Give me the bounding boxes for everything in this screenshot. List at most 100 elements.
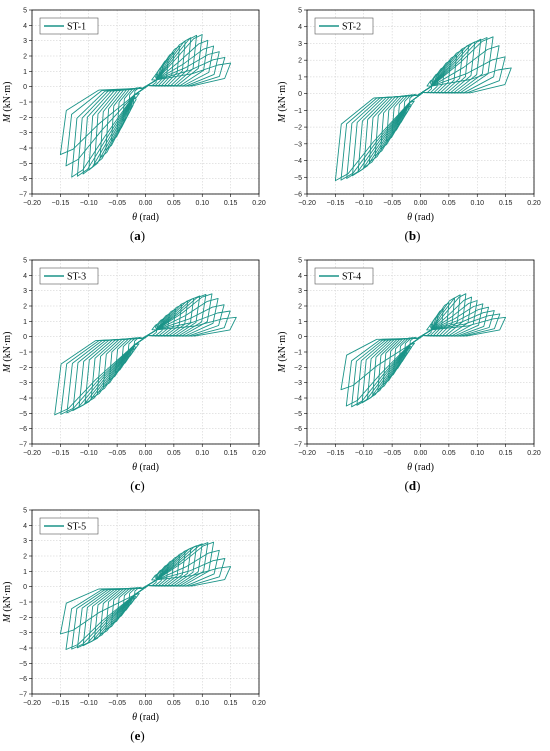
legend: ST-4 — [314, 267, 374, 285]
y-axis-title: M (kN·m) — [277, 332, 288, 374]
y-axis-title: M (kN·m) — [2, 82, 13, 124]
y-tick-label: 3 — [23, 38, 27, 45]
x-tick-label: 0.05 — [167, 450, 181, 457]
y-tick-label: −7 — [294, 442, 302, 449]
legend-box — [314, 267, 374, 285]
x-axis-title: θ (rad) — [132, 462, 159, 473]
x-tick-label: −0.10 — [355, 200, 373, 207]
x-tick-label: 0.10 — [195, 450, 209, 457]
panel-letter: d — [408, 478, 417, 493]
grid — [31, 9, 260, 195]
grid — [31, 259, 260, 445]
y-tick-label: 0 — [298, 91, 302, 98]
legend-label: ST-2 — [342, 22, 361, 33]
x-tick-label: 0.20 — [252, 200, 266, 207]
x-tick-label: 0.10 — [470, 200, 484, 207]
y-tick-label: 4 — [298, 273, 302, 280]
series-ST-2 — [334, 36, 512, 182]
y-tick-label: 0 — [23, 334, 27, 341]
panel-letter: a — [134, 228, 141, 243]
x-axis-title: θ (rad) — [132, 212, 159, 223]
y-tick-label: −4 — [19, 646, 27, 653]
chart-panel-d: −0.20 −0.15 −0.10 −0.05 0.00 0.05 0.10 0.15 0.20… — [275, 250, 550, 500]
y-tick-label: −7 — [19, 192, 27, 199]
y-tick-label: −2 — [19, 115, 27, 122]
legend: ST-3 — [39, 267, 99, 285]
y-tick-label: 0 — [23, 84, 27, 91]
x-tick-label: 0.05 — [167, 200, 181, 207]
x-tick-label: −0.10 — [80, 450, 98, 457]
x-tick-label: −0.10 — [80, 200, 98, 207]
x-tick-label: −0.20 — [23, 200, 41, 207]
chart-panel-b: −0.20 −0.15 −0.10 −0.05 0.00 0.05 0.10 0.15 0.20… — [275, 0, 550, 250]
y-tick-label: 3 — [298, 41, 302, 48]
y-tick-label: 4 — [298, 24, 302, 31]
y-tick-label: −2 — [294, 125, 302, 132]
x-tick-label: 0.00 — [414, 200, 428, 207]
x-tick-label: −0.10 — [355, 450, 373, 457]
x-tick-label: 0.10 — [195, 700, 209, 707]
y-tick-label: 4 — [23, 273, 27, 280]
y-tick-label: −3 — [19, 130, 27, 137]
x-tick-label: 0.00 — [139, 200, 153, 207]
hysteresis-loop — [59, 62, 232, 156]
x-tick-label: 0.00 — [414, 450, 428, 457]
y-axis-title: M (kN·m) — [2, 582, 13, 624]
y-tick-label: 1 — [298, 74, 302, 81]
y-tick-label: 3 — [298, 288, 302, 295]
hysteresis-loop — [340, 316, 507, 391]
hysteresis-loop — [111, 45, 181, 142]
x-tick-label: −0.20 — [298, 200, 316, 207]
y-tick-label: −1 — [294, 350, 302, 357]
y-tick-label: 2 — [23, 304, 27, 311]
y-tick-label: −2 — [294, 365, 302, 372]
y-tick-label: 4 — [23, 523, 27, 530]
y-tick-label: −5 — [19, 161, 27, 168]
chart-svg: −0.20 −0.15 −0.10 −0.05 0.00 0.05 0.10 0.15 0.20… — [2, 8, 266, 224]
legend-box — [314, 17, 374, 35]
y-tick-label: −3 — [19, 380, 27, 387]
y-tick-label: 2 — [23, 54, 27, 61]
y-tick-label: −6 — [19, 676, 27, 683]
series-ST-5 — [59, 541, 232, 650]
x-tick-label: −0.05 — [383, 200, 401, 207]
series-ST-3 — [54, 293, 237, 416]
y-tick-label: −4 — [294, 396, 302, 403]
y-tick-label: −5 — [294, 175, 302, 182]
legend-label: ST-4 — [342, 272, 361, 283]
x-tick-label: 0.20 — [252, 450, 266, 457]
legend: ST-5 — [39, 517, 99, 535]
series-ST-1 — [59, 34, 232, 178]
x-tick-label: −0.10 — [80, 700, 98, 707]
y-tick-label: −5 — [294, 411, 302, 418]
y-tick-label: 2 — [298, 58, 302, 65]
y-tick-label: −4 — [19, 396, 27, 403]
chart-svg: −0.20 −0.15 −0.10 −0.05 0.00 0.05 0.10 0.15 0.20… — [2, 258, 266, 474]
y-tick-label: −3 — [294, 380, 302, 387]
chart-svg: −0.20 −0.15 −0.10 −0.05 0.00 0.05 0.10 0.15 0.20… — [2, 508, 266, 724]
y-tick-label: 4 — [23, 23, 27, 30]
y-tick-label: −7 — [19, 442, 27, 449]
hysteresis-loop — [351, 36, 494, 177]
x-tick-label: 0.05 — [442, 450, 456, 457]
panel-letter: b — [408, 228, 417, 243]
legend-box — [39, 267, 99, 285]
y-tick-label: −7 — [19, 692, 27, 699]
y-tick-label: −3 — [19, 630, 27, 637]
legend: ST-1 — [39, 17, 99, 35]
x-tick-label: −0.05 — [108, 200, 126, 207]
y-tick-label: −6 — [19, 176, 27, 183]
y-tick-label: −5 — [19, 661, 27, 668]
y-tick-label: 1 — [23, 69, 27, 76]
y-tick-label: −6 — [294, 426, 302, 433]
y-tick-label: −4 — [294, 158, 302, 165]
legend-label: ST-3 — [67, 272, 86, 283]
chart-panel-a: −0.20 −0.15 −0.10 −0.05 0.00 0.05 0.10 0.15 0.20… — [0, 0, 275, 250]
y-tick-label: 5 — [23, 258, 27, 265]
y-tick-label: −2 — [19, 615, 27, 622]
x-tick-label: 0.15 — [499, 450, 513, 457]
chart-panel-e: −0.20 −0.15 −0.10 −0.05 0.00 0.05 0.10 0.15 0.20… — [0, 500, 275, 750]
x-tick-label: −0.15 — [52, 700, 70, 707]
y-tick-label: −4 — [19, 146, 27, 153]
x-axis-title: θ (rad) — [132, 712, 159, 723]
